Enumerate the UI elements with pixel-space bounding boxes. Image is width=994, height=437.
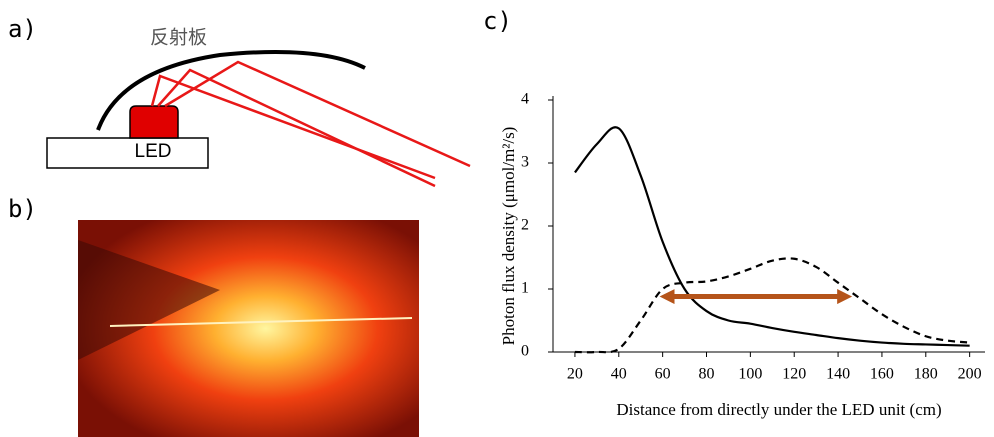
y-tick-label: 2 xyxy=(521,217,529,234)
light-rays xyxy=(150,60,471,188)
x-tick-label: 80 xyxy=(699,366,715,383)
photo-shadow xyxy=(78,240,220,360)
x-tick-label: 140 xyxy=(826,366,850,383)
x-tick-label: 120 xyxy=(782,366,806,383)
x-tick-label: 100 xyxy=(738,366,762,383)
panel-label: b) xyxy=(8,195,37,223)
led-chip xyxy=(129,105,179,139)
panel-label: a) xyxy=(8,15,37,43)
panel-label: c) xyxy=(483,7,512,35)
y-tick-label: 4 xyxy=(521,91,529,108)
y-tick-label: 1 xyxy=(521,280,529,297)
x-tick-label: 20 xyxy=(567,366,583,383)
x-tick-label: 180 xyxy=(914,366,938,383)
x-axis-label: Distance from directly under the LED uni… xyxy=(616,400,941,419)
photo-beam xyxy=(109,317,413,327)
x-tick-label: 60 xyxy=(655,366,671,383)
line xyxy=(574,126,970,347)
x-tick-label: 40 xyxy=(611,366,627,383)
chart: 0 1 2 3 4 20 40 60 80 100 120 140 160 180 200 Distance … xyxy=(499,91,985,419)
led-label: LED xyxy=(135,141,172,162)
x-tick-label: 160 xyxy=(870,366,894,383)
reflector-label: 反射板 xyxy=(150,27,207,49)
led-base xyxy=(46,137,209,169)
y-tick-label: 0 xyxy=(521,343,529,360)
reflector xyxy=(96,49,366,131)
y-axis-label: Photon flux density (μmol/m²/s) xyxy=(499,127,518,346)
x-tick-label: 200 xyxy=(958,366,982,383)
line xyxy=(574,257,970,354)
y-tick-label: 3 xyxy=(521,154,529,171)
